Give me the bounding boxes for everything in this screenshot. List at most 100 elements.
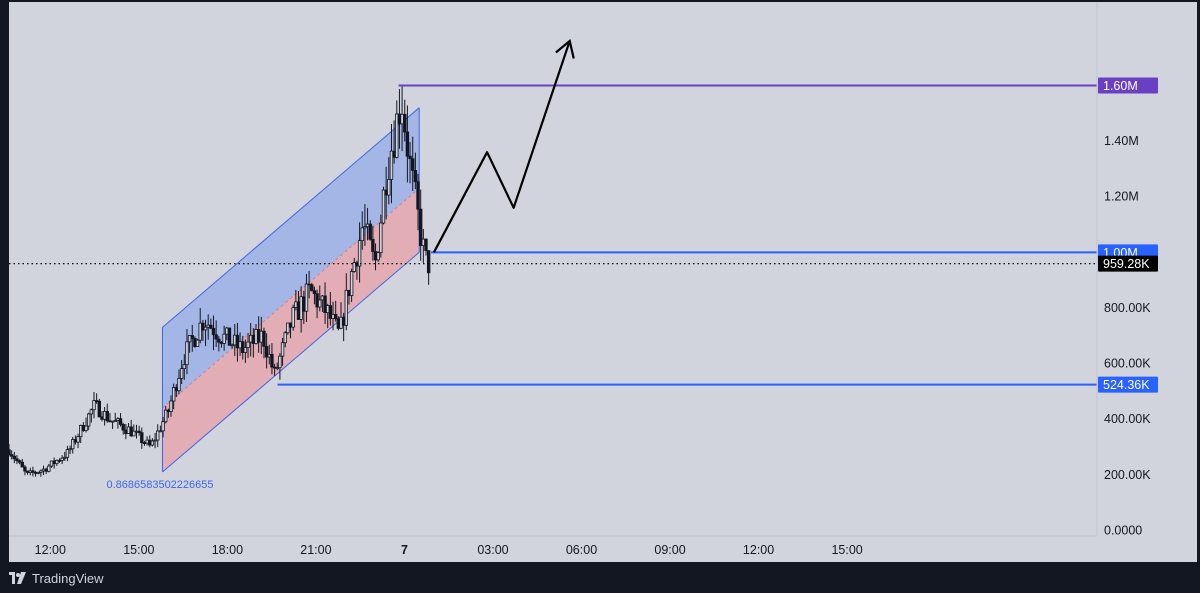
y-tick-label: 800.00K xyxy=(1104,301,1151,315)
candle-body xyxy=(222,333,226,344)
candle-body xyxy=(31,470,35,473)
candle-body xyxy=(294,301,298,308)
candle-body xyxy=(25,470,30,473)
horizontal-lines[interactable] xyxy=(9,84,1097,386)
price-tag-label: 1.60M xyxy=(1103,79,1138,93)
candle-body xyxy=(57,459,62,462)
candle-body xyxy=(248,334,253,343)
candle-body xyxy=(381,189,386,224)
candle-body xyxy=(251,334,256,344)
candle-body xyxy=(121,424,125,431)
candle-body xyxy=(206,324,210,328)
candle-body xyxy=(150,440,155,446)
candle-body xyxy=(60,457,64,461)
channel-lower-line xyxy=(162,251,420,473)
candle-body xyxy=(219,341,224,344)
candle-body xyxy=(392,150,396,158)
candle-body xyxy=(108,420,112,423)
projection-arrow[interactable] xyxy=(432,38,575,253)
candle-body xyxy=(126,426,131,434)
candle-body xyxy=(395,113,399,158)
x-tick-label: 7 xyxy=(401,543,408,557)
candle-body xyxy=(102,410,107,420)
candle-body xyxy=(169,400,173,413)
candle-body xyxy=(71,439,75,450)
candle-body xyxy=(44,468,48,472)
candle-body xyxy=(246,341,250,348)
x-tick-label: 12:00 xyxy=(743,543,774,557)
price-chart[interactable]: 0.8686583502226655 0.0000 200.00K 400.00K 6… xyxy=(9,2,1197,562)
candle-body xyxy=(365,223,370,228)
candle-body xyxy=(304,283,309,312)
candle-body xyxy=(333,314,338,320)
candle-body xyxy=(405,131,410,157)
candle-body xyxy=(79,425,83,438)
candle-body xyxy=(256,329,261,343)
candle-body xyxy=(134,430,139,433)
candle-body xyxy=(235,334,240,349)
candle-body xyxy=(328,305,333,319)
candle-body xyxy=(336,318,341,329)
candle-body xyxy=(193,338,197,347)
candle-body xyxy=(49,460,54,467)
candle-body xyxy=(9,454,14,457)
candle-body xyxy=(12,455,17,460)
candle-body xyxy=(384,189,388,196)
candle-body xyxy=(203,326,208,331)
time-axis[interactable]: 12:00 15:00 18:00 21:00 7 03:00 06:00 09:00 12:0… xyxy=(9,535,1097,557)
candle-body xyxy=(140,432,144,443)
candle-body xyxy=(320,295,325,301)
candle-body xyxy=(288,322,293,328)
price-tag-bg xyxy=(1098,376,1158,393)
candle-body xyxy=(217,338,221,343)
candle-body xyxy=(158,430,163,433)
candle-body xyxy=(387,179,391,196)
candle-body xyxy=(278,355,282,369)
candle-body xyxy=(349,271,354,297)
x-tick-label: 06:00 xyxy=(566,543,597,557)
candle-body xyxy=(153,439,157,442)
candle-body xyxy=(296,301,301,320)
candle-body xyxy=(413,170,418,183)
candle-body xyxy=(116,418,120,421)
candle-body xyxy=(94,400,99,403)
candle-body xyxy=(137,430,141,434)
candle-body xyxy=(280,342,285,357)
y-tick-label: 1.20M xyxy=(1104,190,1139,204)
candle-body xyxy=(209,324,213,329)
price-tag-bg xyxy=(1098,77,1158,94)
candle-body xyxy=(100,416,104,420)
candle-body xyxy=(161,421,165,432)
candle-body xyxy=(331,314,335,319)
candle-body xyxy=(17,460,22,463)
y-tick-label: 1.40M xyxy=(1104,134,1139,148)
candle-body xyxy=(344,289,349,326)
candle-body xyxy=(28,470,32,473)
y-tick-label: 400.00K xyxy=(1104,412,1151,426)
candle-body xyxy=(310,284,314,292)
candle-body xyxy=(315,293,319,308)
candle-body xyxy=(270,353,274,368)
candle-body xyxy=(118,418,123,425)
candle-body xyxy=(187,335,192,343)
candlestick-series xyxy=(9,85,431,477)
candle-body xyxy=(73,439,78,443)
candle-body xyxy=(33,471,38,474)
x-tick-label: 21:00 xyxy=(300,543,331,557)
price-tag-bg xyxy=(1098,255,1158,272)
candle-body xyxy=(76,436,80,443)
candle-body xyxy=(339,316,343,329)
candle-body xyxy=(182,364,186,369)
x-tick-label: 12:00 xyxy=(35,543,66,557)
price-axis[interactable]: 0.0000 200.00K 400.00K 600.00K 800.00K 1.20M 1… xyxy=(1096,2,1151,537)
candle-body xyxy=(129,426,133,437)
candle-body xyxy=(201,322,205,331)
candle-body xyxy=(86,413,91,427)
candle-body xyxy=(41,468,46,472)
candle-body xyxy=(97,400,102,418)
candle-body xyxy=(347,289,351,297)
candle-body xyxy=(164,409,168,423)
candle-body xyxy=(36,471,40,474)
y-tick-label: 200.00K xyxy=(1104,468,1151,482)
